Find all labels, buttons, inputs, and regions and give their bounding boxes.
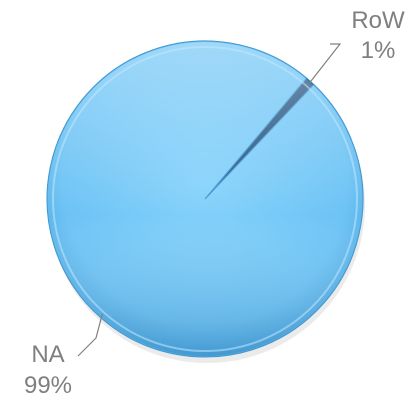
leader-line-row bbox=[308, 43, 342, 84]
slice-label-na: NA bbox=[31, 341, 64, 368]
slice-label-row: RoW bbox=[351, 7, 405, 34]
pie-labels: RoW 1% NA 99% bbox=[24, 7, 405, 399]
pie-slices bbox=[46, 40, 365, 363]
pie-rim-highlight bbox=[52, 46, 358, 352]
slice-value-row: 1% bbox=[361, 37, 396, 64]
leader-line-na bbox=[77, 313, 103, 357]
pie-bevel-overlay bbox=[48, 42, 362, 356]
slice-value-na: 99% bbox=[24, 372, 72, 398]
